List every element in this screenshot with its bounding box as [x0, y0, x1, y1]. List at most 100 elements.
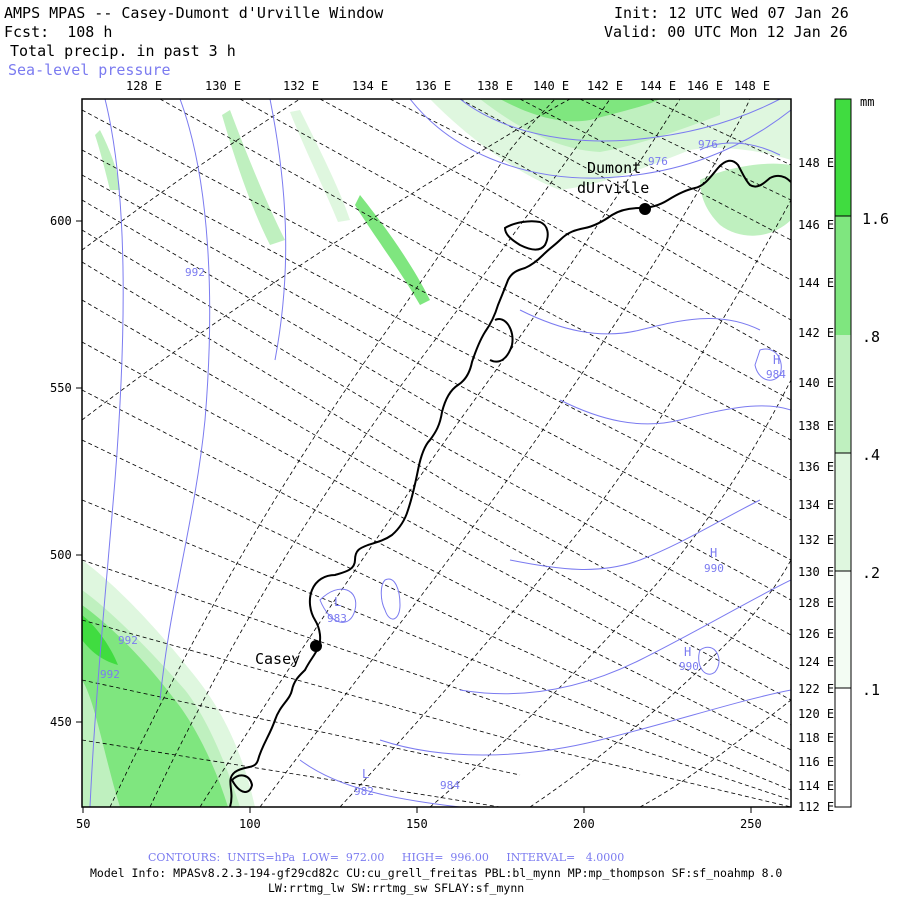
coastline-ice	[230, 774, 254, 793]
init-time: Init: 12 UTC Wed 07 Jan 26	[614, 4, 849, 22]
meridian-line	[82, 679, 521, 776]
model-info-line2: LW:rrtmg_lw SW:rrtmg_sw SFLAY:sf_mynn	[268, 881, 525, 895]
high-center-marker: H	[710, 546, 717, 560]
colorbar-label: .2	[862, 564, 880, 582]
forecast-value: 108 h	[67, 23, 113, 41]
parallel-line	[199, 99, 681, 807]
y-tick-label: 600	[50, 214, 72, 228]
casey-station-marker	[310, 640, 322, 652]
isobar-line	[754, 348, 782, 381]
y-tick-label: 450	[50, 715, 72, 729]
lat-label: 122 E	[798, 682, 834, 696]
isobar-label: 976	[648, 155, 668, 168]
lon-label: 142 E	[587, 79, 623, 93]
forecast-label: Fcst:	[4, 23, 50, 41]
y-tick-label: 500	[50, 548, 72, 562]
latlon-grid	[82, 99, 791, 807]
lat-label: 120 E	[798, 707, 834, 721]
meridian-line	[159, 99, 791, 441]
parallel-line	[429, 379, 791, 807]
coastline	[229, 159, 791, 807]
parallel-line	[339, 199, 791, 807]
plot-frame	[81, 98, 792, 808]
lon-label: 146 E	[687, 79, 723, 93]
meridian-line	[82, 739, 501, 807]
coastline-ice	[503, 220, 549, 251]
lon-label: 138 E	[477, 79, 513, 93]
x-tick-label: 100	[239, 817, 261, 831]
lat-label: 128 E	[798, 596, 834, 610]
isobar-line	[269, 99, 287, 361]
parallel-line	[82, 99, 571, 421]
lon-label: 148 E	[734, 79, 770, 93]
lat-label: 144 E	[798, 276, 834, 290]
meridian-line	[239, 99, 791, 401]
top-longitude-labels: 128 E 130 E 132 E 134 E 136 E 138 E 140 …	[126, 79, 770, 93]
x-tick-label: 200	[573, 817, 595, 831]
parallel-line	[82, 99, 301, 251]
forecast-hour: Fcst: 108 h	[4, 23, 112, 41]
valid-value: 00 UTC Mon 12 Jan 26	[667, 23, 848, 41]
meridian-line	[82, 389, 791, 751]
low-center-marker: L	[362, 767, 369, 781]
lat-label: 136 E	[798, 460, 834, 474]
isobar-line	[379, 689, 791, 756]
lon-label: 132 E	[283, 79, 319, 93]
meridian-line	[82, 619, 791, 807]
isobar-line	[459, 99, 781, 142]
isobar-line	[519, 309, 761, 335]
meridian-line	[82, 299, 791, 701]
lat-label: 142 E	[798, 326, 834, 340]
precip-top-right	[700, 163, 791, 236]
lat-label: 134 E	[798, 498, 834, 512]
meridian-line	[389, 99, 791, 321]
coastline-path	[229, 159, 791, 807]
lat-label: 126 E	[798, 627, 834, 641]
dumont-station-label-line2: dUrville	[577, 179, 649, 197]
pressure-centers: L L H H H	[334, 353, 780, 781]
lat-label: 148 E	[798, 156, 834, 170]
map-plot-area: 992 992 992 976 976 983 984 982 990 990 …	[82, 99, 791, 807]
valid-label: Valid:	[604, 23, 659, 41]
meridian-line	[82, 149, 791, 521]
meridian-line	[82, 559, 791, 801]
isobar-line	[699, 142, 781, 156]
colorbar-label: .4	[862, 446, 880, 464]
lat-label: 112 E	[798, 800, 834, 814]
x-tick-label: 250	[740, 817, 762, 831]
parallel-line	[529, 559, 791, 807]
isobar-label: 992	[118, 634, 138, 647]
isobar-line	[319, 588, 357, 623]
isobar-label: 983	[327, 612, 347, 625]
map-title: AMPS MPAS -- Casey-Dumont d'Urville Wind…	[4, 4, 384, 22]
precip-streak-1	[355, 195, 430, 305]
isobar-line	[89, 99, 124, 807]
lat-label: 114 E	[798, 779, 834, 793]
model-info: Model Info: MPASv8.2.3-194-gf29cd82c CU:…	[90, 866, 783, 880]
dumont-station-label-line1: Dumont	[587, 159, 641, 177]
y-tick-label: 550	[50, 381, 72, 395]
lat-label: 130 E	[798, 565, 834, 579]
x-tick-label: 50	[76, 817, 90, 831]
isobar-label: 984	[440, 779, 460, 792]
colorbar-unit: mm	[860, 95, 874, 109]
colorbar-swatch-0.1	[835, 571, 851, 688]
parallel-line	[639, 699, 791, 807]
right-latitude-labels: 148 E 146 E 144 E 142 E 140 E 138 E 136 …	[798, 156, 834, 814]
isobar-label: 992	[100, 668, 120, 681]
lon-label: 140 E	[533, 79, 569, 93]
isobar-line	[559, 399, 791, 425]
lat-label: 124 E	[798, 655, 834, 669]
isobar-label: 982	[354, 785, 374, 798]
lon-label: 128 E	[126, 79, 162, 93]
lat-label: 116 E	[798, 755, 834, 769]
high-center-marker: H	[773, 353, 780, 367]
lon-label: 144 E	[640, 79, 676, 93]
meridian-line	[82, 229, 791, 636]
colorbar-label: .8	[862, 328, 880, 346]
precip-core-left	[82, 615, 118, 665]
meridian-line	[82, 199, 791, 601]
colorbar-label: .1	[862, 681, 880, 699]
colorbar-swatch-0.4	[835, 335, 851, 453]
isobar-line	[380, 578, 401, 620]
